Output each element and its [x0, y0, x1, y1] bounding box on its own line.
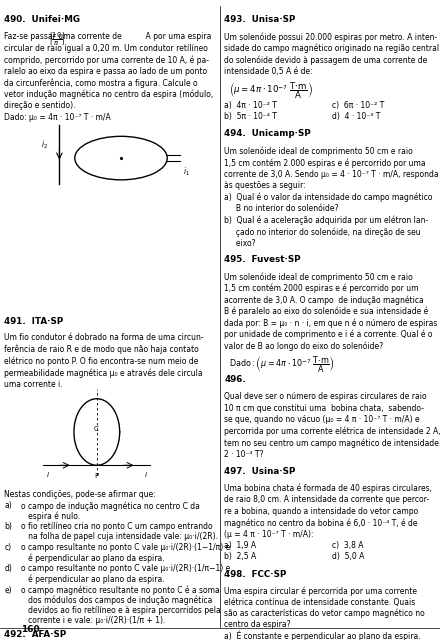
Text: C: C — [93, 426, 98, 432]
Text: b): b) — [4, 522, 12, 531]
Text: dada por: B = μ₀ · n · i, em que n é o número de espiras: dada por: B = μ₀ · n · i, em que n é o n… — [224, 318, 438, 328]
Text: b)  2,5 A: b) 2,5 A — [224, 552, 257, 561]
Text: Um solenóide possui 20.000 espiras por metro. A inten-: Um solenóide possui 20.000 espiras por m… — [224, 32, 438, 42]
Text: d)  4 · 10⁻³ T: d) 4 · 10⁻³ T — [332, 112, 381, 121]
Text: sidade do campo magnético originado na região central: sidade do campo magnético originado na r… — [224, 44, 440, 53]
Text: permeabilidade magnética μ₀ e através dele circula: permeabilidade magnética μ₀ e através de… — [4, 368, 203, 378]
Text: b)  Qual é a aceleração adquirida por um elétron lan-: b) Qual é a aceleração adquirida por um … — [224, 216, 429, 225]
Text: elétrico no ponto P. O fio encontra-se num meio de: elétrico no ponto P. O fio encontra-se n… — [4, 356, 199, 366]
Text: (μ = 4 π · 10⁻⁷ T · m/A):: (μ = 4 π · 10⁻⁷ T · m/A): — [224, 530, 314, 539]
Text: B é paralelo ao eixo do solenóide e sua intensidade é: B é paralelo ao eixo do solenóide e sua … — [224, 307, 429, 316]
Text: é perpendicular ao plano da espira.: é perpendicular ao plano da espira. — [21, 575, 165, 584]
Text: $\mathrm{Dado:}\left(\mu = 4\pi \cdot 10^{-7}\ \dfrac{\mathrm{T{\cdot}m}}{\mathr: $\mathrm{Dado:}\left(\mu = 4\pi \cdot 10… — [229, 355, 335, 375]
Text: 2 · 10⁻⁴ T?: 2 · 10⁻⁴ T? — [224, 450, 264, 459]
Text: re a bobina, quando a intensidade do vetor campo: re a bobina, quando a intensidade do vet… — [224, 507, 418, 516]
Text: $\left[\frac{10}{\pi}\right]$: $\left[\frac{10}{\pi}\right]$ — [48, 30, 66, 47]
Text: $i_1$: $i_1$ — [183, 166, 190, 179]
Text: Um fio condutor é dobrado na forma de uma circun-: Um fio condutor é dobrado na forma de um… — [4, 333, 204, 342]
Text: 493.  Unisa·SP: 493. Unisa·SP — [224, 15, 296, 24]
Text: valor de B ao longo do eixo do solenóide?: valor de B ao longo do eixo do solenóide… — [224, 341, 384, 351]
Text: corrente i e vale: μ₀·i/(2R)·(1/π + 1).: corrente i e vale: μ₀·i/(2R)·(1/π + 1). — [21, 616, 165, 625]
Text: Qual deve ser o número de espiras circulares de raio: Qual deve ser o número de espiras circul… — [224, 392, 427, 401]
Text: o campo de indução magnética no centro C da: o campo de indução magnética no centro C… — [21, 501, 200, 511]
Text: 490.  Unifei·MG: 490. Unifei·MG — [4, 15, 81, 24]
Text: Nestas condições, pode-se afirmar que:: Nestas condições, pode-se afirmar que: — [4, 490, 156, 499]
Text: B no interior do solenóide?: B no interior do solenóide? — [224, 204, 339, 213]
Text: c): c) — [4, 543, 11, 552]
Text: 497.  Usina·SP: 497. Usina·SP — [224, 467, 296, 476]
Text: Faz-se passar uma corrente de          A por uma espira: Faz-se passar uma corrente de A por uma … — [4, 32, 212, 41]
Text: percorrida por uma corrente elétrica de intensidade 2 A,: percorrida por uma corrente elétrica de … — [224, 427, 440, 436]
Text: c)  6π · 10⁻² T: c) 6π · 10⁻² T — [332, 101, 385, 110]
Text: do solenóide devido à passagem de uma corrente de: do solenóide devido à passagem de uma co… — [224, 55, 428, 65]
Text: d): d) — [4, 564, 12, 573]
Text: o campo magnético resultante no ponto C é a soma: o campo magnético resultante no ponto C … — [21, 586, 220, 595]
Text: eixo?: eixo? — [224, 239, 256, 248]
Text: direção e sentido).: direção e sentido). — [4, 101, 76, 110]
Text: de raio 8,0 cm. A intensidade da corrente que percor-: de raio 8,0 cm. A intensidade da corrent… — [224, 495, 429, 504]
Text: e): e) — [4, 586, 12, 595]
Text: a)  1,9 A: a) 1,9 A — [224, 541, 257, 550]
Text: acorrente de 3,0 A. O campo  de indução magnética: acorrente de 3,0 A. O campo de indução m… — [224, 295, 424, 305]
Text: são as características do vetor campo magnético no: são as características do vetor campo ma… — [224, 609, 425, 618]
Text: Uma bobina chata é formada de 40 espiras circulares,: Uma bobina chata é formada de 40 espiras… — [224, 484, 433, 493]
Text: d)  5,0 A: d) 5,0 A — [332, 552, 365, 561]
Text: c)  3,8 A: c) 3,8 A — [332, 541, 364, 550]
Text: vetor indução magnética no centro da espira (módulo,: vetor indução magnética no centro da esp… — [4, 90, 214, 99]
Text: i: i — [47, 472, 48, 477]
Text: o campo resultante no ponto C vale μ₀·i/(2R)·(1−1/π) e: o campo resultante no ponto C vale μ₀·i/… — [21, 543, 231, 552]
Text: ralelo ao eixo da espira e passa ao lado de um ponto: ralelo ao eixo da espira e passa ao lado… — [4, 67, 208, 76]
Text: tem no seu centro um campo magnético de intensidade: tem no seu centro um campo magnético de … — [224, 438, 439, 448]
Text: corrente de 3,0 A. Sendo μ₀ = 4 · 10⁻⁷ T · m/A, responda: corrente de 3,0 A. Sendo μ₀ = 4 · 10⁻⁷ T… — [224, 170, 439, 179]
Text: 498.  FCC·SP: 498. FCC·SP — [224, 570, 287, 579]
Text: çado no interior do solenóide, na direção de seu: çado no interior do solenóide, na direçã… — [224, 227, 421, 237]
Text: a): a) — [4, 501, 12, 510]
Text: Um solenóide ideal de comprimento 50 cm e raio: Um solenóide ideal de comprimento 50 cm … — [224, 272, 413, 282]
Text: é perpendicular ao plano da espira.: é perpendicular ao plano da espira. — [21, 554, 165, 563]
Text: às questões a seguir:: às questões a seguir: — [224, 181, 306, 190]
Text: 496.: 496. — [224, 375, 246, 384]
Text: 494.  Unicamp·SP: 494. Unicamp·SP — [224, 129, 311, 138]
Text: da circunferência, como mostra a figura. Calcule o: da circunferência, como mostra a figura.… — [4, 78, 198, 88]
Text: circular de raio igual a 0,20 m. Um condutor retílíneo: circular de raio igual a 0,20 m. Um cond… — [4, 44, 208, 52]
Text: uma corrente i.: uma corrente i. — [4, 380, 63, 388]
Text: b)  5π · 10⁻⁴ T: b) 5π · 10⁻⁴ T — [224, 112, 277, 121]
Text: espira é nulo.: espira é nulo. — [21, 511, 80, 521]
Text: centro da espira?: centro da espira? — [224, 620, 291, 628]
Text: Dado: μ₀ = 4π · 10⁻⁷ T · m/A: Dado: μ₀ = 4π · 10⁻⁷ T · m/A — [4, 113, 111, 122]
Text: na folha de papel cuja intensidade vale: μ₀·i/(2R).: na folha de papel cuja intensidade vale:… — [21, 532, 218, 541]
Text: 160: 160 — [22, 625, 40, 634]
Text: $i_2$: $i_2$ — [41, 138, 48, 151]
Text: magnético no centro da bobina é 6,0 · 10⁻⁴ T, é de: magnético no centro da bobina é 6,0 · 10… — [224, 518, 418, 528]
Text: 10 π cm que constitui uma  bobina chata,  sabendo-: 10 π cm que constitui uma bobina chata, … — [224, 404, 424, 413]
Text: o fio retílíneo cria no ponto C um campo entrando: o fio retílíneo cria no ponto C um campo… — [21, 522, 213, 531]
Text: Uma espira circular é percorrida por uma corrente: Uma espira circular é percorrida por uma… — [224, 587, 418, 596]
Text: a)  É constante e perpendicular ao plano da espira.: a) É constante e perpendicular ao plano … — [224, 630, 421, 640]
Text: por unidade de comprimento e i é a corrente. Qual é o: por unidade de comprimento e i é a corre… — [224, 330, 433, 339]
Text: intensidade 0,5 A é de:: intensidade 0,5 A é de: — [224, 67, 313, 76]
Text: Um solenóide ideal de comprimento 50 cm e raio: Um solenóide ideal de comprimento 50 cm … — [224, 147, 413, 156]
Text: a)  Qual é o valor da intensidade do campo magnético: a) Qual é o valor da intensidade do camp… — [224, 193, 433, 202]
Text: a)  4π · 10⁻² T: a) 4π · 10⁻² T — [224, 101, 277, 110]
Text: 492.  AFA·SP: 492. AFA·SP — [4, 630, 66, 639]
Text: o campo resultante no ponto C vale μ₀·i/(2R)·(1/π−1) e: o campo resultante no ponto C vale μ₀·i/… — [21, 564, 231, 573]
Text: 491.  ITA·SP: 491. ITA·SP — [4, 317, 64, 326]
Text: se que, quando no vácuo (μ₀ = 4 π · 10⁻⁷ T · m/A) e: se que, quando no vácuo (μ₀ = 4 π · 10⁻⁷… — [224, 415, 420, 424]
Text: comprido, percorrido por uma corrente de 10 A, é pa-: comprido, percorrido por uma corrente de… — [4, 55, 209, 65]
Text: dos módulos dos campos de indução magnética: dos módulos dos campos de indução magnét… — [21, 596, 213, 605]
Text: 1,5 cm contém 2000 espiras e é percorrido por um: 1,5 cm contém 2000 espiras e é percorrid… — [224, 284, 419, 293]
Text: $\left(\mu = 4\pi \cdot 10^{-7}\ \dfrac{\mathrm{T{\cdot}m}}{\mathrm{A}}\right)$: $\left(\mu = 4\pi \cdot 10^{-7}\ \dfrac{… — [229, 80, 313, 100]
Text: i: i — [145, 472, 147, 477]
Text: devidos ao fio retílíneo e à espira percorridos pela: devidos ao fio retílíneo e à espira perc… — [21, 606, 221, 615]
Text: ferência de raio R e de modo que não haja contato: ferência de raio R e de modo que não haj… — [4, 345, 199, 355]
Text: elétrica contínua de intensidade constante. Quais: elétrica contínua de intensidade constan… — [224, 598, 416, 607]
Text: 1,5 cm contém 2.000 espiras e é percorrido por uma: 1,5 cm contém 2.000 espiras e é percorri… — [224, 158, 426, 168]
Text: P: P — [95, 473, 99, 479]
Text: 495.  Fuvest·SP: 495. Fuvest·SP — [224, 255, 301, 264]
